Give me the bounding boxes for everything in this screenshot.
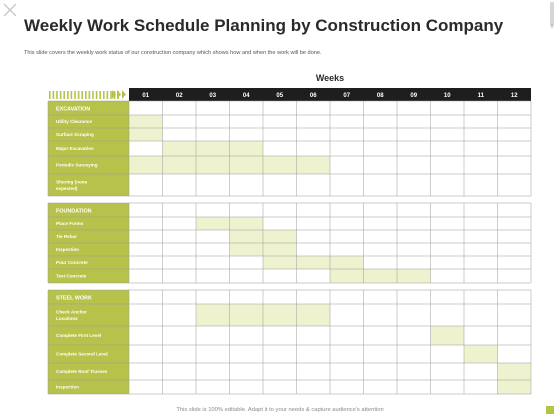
task-label: Locations [56, 316, 78, 321]
task-label: Inspection [56, 385, 79, 390]
header-stripe-pattern [92, 91, 94, 99]
schedule-bar-cell [497, 363, 531, 380]
schedule-bar-cell [330, 269, 364, 283]
task-label: Complete Roof Trusses [56, 369, 108, 374]
week-header-label: 08 [377, 93, 384, 99]
schedule-bar-cell [296, 304, 330, 326]
corner-cross-icon [3, 3, 17, 17]
schedule-bar-cell [229, 230, 263, 243]
corner-pencil-icon [550, 2, 554, 29]
schedule-bar-cell [196, 141, 230, 156]
header-stripe-pattern [67, 91, 69, 99]
header-stripe-pattern [56, 91, 58, 99]
section-title: EXCAVATION [56, 107, 90, 113]
week-header-label: 11 [478, 93, 485, 99]
schedule-bar-cell [363, 269, 397, 283]
task-label: Complete Second Level [56, 352, 108, 357]
schedule-bar-cell [229, 217, 263, 230]
header-stripe-pattern [88, 91, 91, 99]
page-subtitle: This slide covers the weekly work status… [24, 50, 322, 56]
schedule-bar-cell [196, 217, 230, 230]
week-header-label: 01 [142, 93, 149, 99]
schedule-bar-cell [162, 141, 196, 156]
task-label: Tie Rebar [56, 234, 77, 239]
task-label: Periodic Surveying [56, 163, 98, 168]
schedule-bar-cell [196, 156, 230, 174]
schedule-bar-cell [162, 156, 196, 174]
schedule-bar-cell [263, 256, 297, 269]
header-stripe-pattern [59, 91, 62, 99]
schedule-bar-cell [464, 345, 498, 363]
week-header-label: 03 [209, 93, 216, 99]
task-label: Major Excavation [56, 146, 94, 151]
task-label: Inspection [56, 247, 79, 252]
week-header-label: 06 [310, 93, 317, 99]
schedule-bar-cell [330, 256, 364, 269]
schedule-bar-cell [497, 380, 531, 394]
task-label: expected) [56, 186, 78, 191]
schedule-bar-cell [397, 269, 431, 283]
header-stripe-pattern [95, 91, 98, 99]
header-stripe-pattern [74, 91, 76, 99]
schedule-bar-cell [229, 304, 263, 326]
week-header-label: 05 [276, 93, 283, 99]
header-stripe-pattern [99, 91, 101, 99]
schedule-bar-cell [263, 156, 297, 174]
header-stripe-pattern [85, 91, 87, 99]
task-label: Surface Scraping [56, 132, 94, 137]
schedule-bar-cell [229, 243, 263, 256]
header-stripe-pattern [110, 91, 112, 99]
week-header-label: 02 [176, 93, 183, 99]
schedule-bar-cell [129, 115, 163, 128]
schedule-bar-cell [296, 256, 330, 269]
week-header-label: 04 [243, 93, 250, 99]
header-arrow-icon [122, 90, 126, 99]
task-label: Pour Concrete [56, 260, 88, 265]
schedule-bar-cell [263, 230, 297, 243]
header-stripe-pattern [63, 91, 65, 99]
header-stripe-pattern [52, 91, 55, 99]
task-label: Place Forms [56, 221, 84, 226]
week-header-label: 07 [343, 93, 350, 99]
week-header-label: 10 [444, 93, 451, 99]
weeks-header-bar [129, 88, 531, 101]
week-header-label: 12 [511, 93, 518, 99]
page-title: Weekly Work Schedule Planning by Constru… [24, 16, 504, 35]
section-label-panel [48, 290, 129, 394]
footer-note: This slide is 100% editable. Adapt it to… [176, 407, 384, 413]
schedule-bar-cell [229, 141, 263, 156]
section-title: STEEL WORK [56, 296, 92, 302]
schedule-bar-cell [196, 304, 230, 326]
schedule-bar-cell [263, 304, 297, 326]
header-stripe-pattern [77, 91, 80, 99]
schedule-bar-cell [263, 243, 297, 256]
corner-square-decoration [546, 406, 554, 414]
section-label-panel [48, 101, 129, 196]
schedule-bar-cell [129, 156, 163, 174]
header-stripe-pattern [70, 91, 73, 99]
header-stripe-pattern [81, 91, 83, 99]
header-stripe-pattern [103, 91, 105, 99]
task-label: Test Concrete [56, 274, 87, 279]
section-title: FOUNDATION [56, 209, 92, 215]
task-label: Check Anchor [56, 310, 87, 315]
header-arrow-icon [112, 90, 116, 99]
schedule-bar-cell [296, 156, 330, 174]
header-stripe-pattern [106, 91, 109, 99]
schedule-bar-cell [129, 128, 163, 141]
task-label: Shoring (none [56, 180, 88, 185]
week-header-label: 09 [410, 93, 417, 99]
weeks-axis-label: Weeks [315, 73, 345, 83]
header-arrow-icon [117, 90, 121, 99]
task-label: Utility Clearance [56, 119, 92, 124]
task-label: Complete First Level [56, 333, 101, 338]
schedule-bar-cell [229, 156, 263, 174]
header-stripe-pattern [49, 91, 51, 99]
schedule-bar-cell [430, 326, 464, 345]
